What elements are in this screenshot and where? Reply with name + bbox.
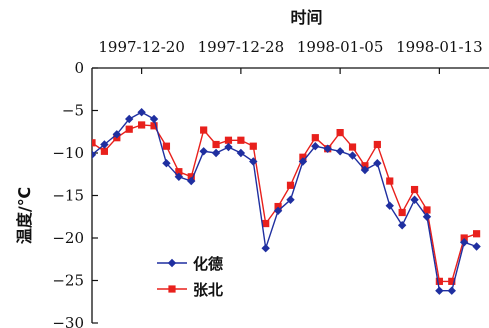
data-point (423, 206, 431, 214)
data-point (224, 142, 233, 152)
data-point (447, 286, 456, 295)
data-point (261, 244, 270, 253)
data-point (224, 136, 233, 144)
data-point (174, 172, 184, 181)
x-tick-label: 1997-12-28 (198, 38, 284, 56)
data-point (125, 125, 133, 133)
series-group (92, 108, 481, 295)
x-tick-label: 1998-01-13 (396, 38, 482, 56)
data-point (460, 234, 468, 242)
y-axis-title: 温度/℃ (15, 187, 34, 245)
series-化德 (92, 108, 481, 295)
x-axis-title: 时间 (290, 8, 322, 27)
data-point (311, 142, 320, 151)
data-point (175, 168, 183, 176)
data-point (149, 114, 159, 124)
legend-marker (167, 258, 177, 268)
y-tick-label: −10 (52, 144, 84, 162)
legend-label: 张北 (193, 281, 223, 299)
data-point (274, 202, 282, 211)
data-point (112, 130, 122, 139)
y-tick-label: −15 (52, 187, 84, 205)
data-point (187, 173, 195, 181)
data-point (211, 148, 221, 158)
data-point (435, 277, 443, 285)
data-point (187, 176, 196, 186)
y-ticks-group: 0 −5 −10 −15 −20 −25 −30 (52, 59, 98, 328)
data-point (298, 157, 308, 166)
y-tick-label: −25 (52, 272, 84, 290)
data-point (410, 195, 419, 204)
data-point (348, 143, 357, 151)
data-point (385, 201, 394, 210)
data-point (249, 157, 258, 166)
data-point (448, 277, 456, 285)
data-point (398, 208, 406, 217)
data-point (100, 147, 109, 155)
data-point (373, 140, 381, 149)
data-point (162, 159, 171, 168)
y-tick-label: −20 (52, 229, 84, 247)
y-tick-label: −5 (62, 102, 84, 120)
data-point (397, 221, 407, 230)
data-point (236, 148, 246, 158)
data-point (237, 136, 245, 144)
legend-marker (168, 285, 176, 293)
data-point (200, 126, 208, 134)
data-point (125, 114, 134, 124)
data-point (273, 206, 283, 215)
x-ticks-group: 1997-12-20 1997-12-28 1998-01-05 1998-01-13 (98, 38, 483, 74)
data-point (100, 140, 109, 149)
data-point (361, 162, 369, 170)
data-point (410, 185, 419, 194)
x-tick-label: 1998-01-05 (297, 38, 383, 56)
data-point (92, 139, 96, 147)
data-point (435, 286, 444, 295)
data-point (311, 134, 319, 142)
series-line (92, 111, 477, 292)
legend-label: 化德 (193, 255, 223, 273)
data-point (373, 159, 382, 168)
data-point (212, 140, 220, 149)
axes-group (91, 67, 489, 323)
x-tick-label: 1997-12-20 (98, 38, 184, 56)
data-point (348, 151, 357, 160)
y-tick-label: 0 (74, 59, 84, 77)
data-point (92, 150, 97, 159)
data-point (162, 142, 171, 150)
data-point (422, 212, 432, 221)
data-point (323, 144, 332, 153)
data-point (335, 147, 345, 156)
y-tick-label: −30 (52, 314, 84, 328)
data-point (137, 108, 146, 117)
data-point (459, 238, 469, 247)
data-point (138, 121, 146, 129)
data-point (472, 242, 481, 251)
series-张北 (92, 121, 481, 285)
data-point (360, 165, 370, 175)
data-point (299, 153, 307, 161)
data-point (262, 219, 270, 228)
data-point (286, 195, 295, 204)
data-point (286, 181, 295, 189)
data-point (199, 147, 208, 156)
data-point (386, 177, 394, 185)
series-line (92, 124, 477, 283)
data-point (150, 122, 158, 130)
data-point (472, 230, 481, 238)
data-point (336, 129, 344, 137)
data-point (249, 142, 257, 150)
